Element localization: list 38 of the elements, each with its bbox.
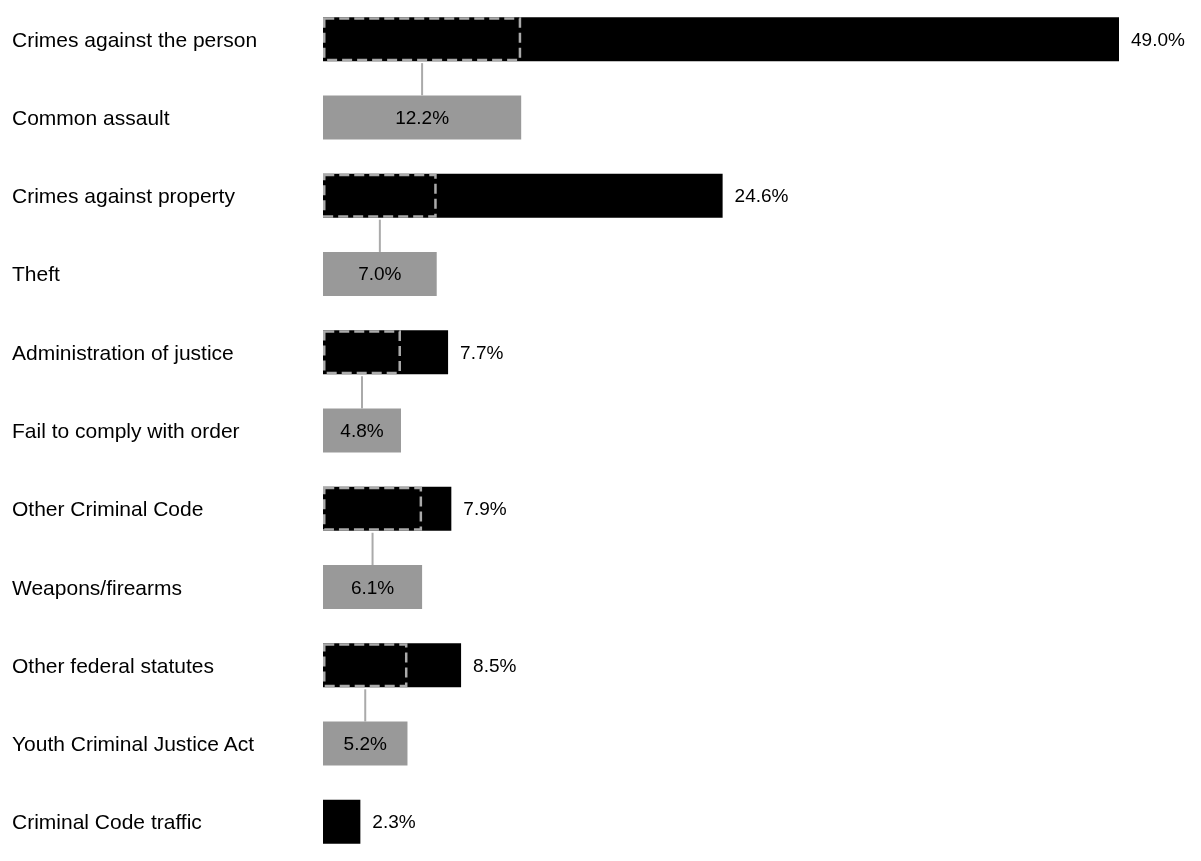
bar xyxy=(323,330,449,375)
bar xyxy=(323,17,1119,62)
bar xyxy=(323,330,401,375)
bar xyxy=(323,721,408,766)
data-label: 7.7% xyxy=(460,341,504,363)
bar xyxy=(323,408,401,453)
data-label: 7.0% xyxy=(358,263,402,285)
data-label: 12.2% xyxy=(395,106,450,128)
bar xyxy=(323,173,437,218)
y-tick-label: Criminal Code traffic xyxy=(12,810,202,834)
data-label: 8.5% xyxy=(473,654,517,676)
bar xyxy=(323,17,522,62)
y-tick-label: Youth Criminal Justice Act xyxy=(12,732,255,756)
data-label: 24.6% xyxy=(734,185,789,207)
bar xyxy=(323,95,522,140)
data-label: 5.2% xyxy=(343,733,387,755)
bar xyxy=(323,251,437,296)
y-tick-label: Crimes against the person xyxy=(12,27,258,51)
y-tick-label: Administration of justice xyxy=(12,340,234,364)
y-tick-label: Crimes against property xyxy=(12,184,236,208)
bar xyxy=(323,486,423,531)
data-label: 2.3% xyxy=(372,811,416,833)
y-tick-label: Fail to comply with order xyxy=(12,419,240,442)
bar xyxy=(323,486,452,531)
y-tick-label: Other federal statutes xyxy=(12,653,214,677)
data-label: 49.0% xyxy=(1131,28,1185,50)
y-tick-label: Theft xyxy=(12,262,61,286)
bar xyxy=(323,565,423,610)
bar xyxy=(323,643,462,688)
y-tick-label: Other Criminal Code xyxy=(12,497,204,521)
data-label: 4.8% xyxy=(340,420,384,441)
bar xyxy=(323,799,361,844)
y-tick-label: Weapons/firearms xyxy=(12,575,183,599)
bar xyxy=(323,173,723,218)
y-tick-label: Common assault xyxy=(12,105,170,129)
data-label: 6.1% xyxy=(350,576,395,598)
bar xyxy=(323,643,408,688)
data-label: 7.9% xyxy=(463,498,507,520)
